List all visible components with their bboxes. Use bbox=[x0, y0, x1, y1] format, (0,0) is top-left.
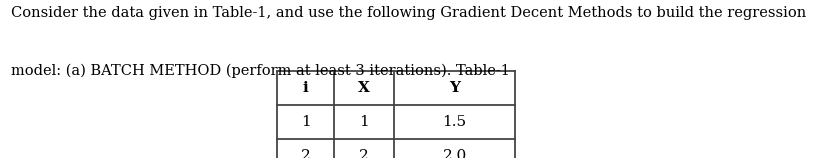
Text: Consider the data given in Table-1, and use the following Gradient Decent Method: Consider the data given in Table-1, and … bbox=[11, 6, 806, 20]
Text: Y: Y bbox=[449, 81, 460, 95]
Text: model: (a) BATCH METHOD (perform at least 3 iterations). Table-1: model: (a) BATCH METHOD (perform at leas… bbox=[11, 63, 509, 78]
Text: i: i bbox=[303, 81, 308, 95]
Text: 1: 1 bbox=[359, 115, 369, 129]
Text: 2: 2 bbox=[359, 149, 369, 158]
Text: X: X bbox=[358, 81, 370, 95]
Text: 1.5: 1.5 bbox=[443, 115, 467, 129]
Text: 1: 1 bbox=[301, 115, 311, 129]
Text: 2.0: 2.0 bbox=[443, 149, 467, 158]
Text: 2: 2 bbox=[301, 149, 311, 158]
